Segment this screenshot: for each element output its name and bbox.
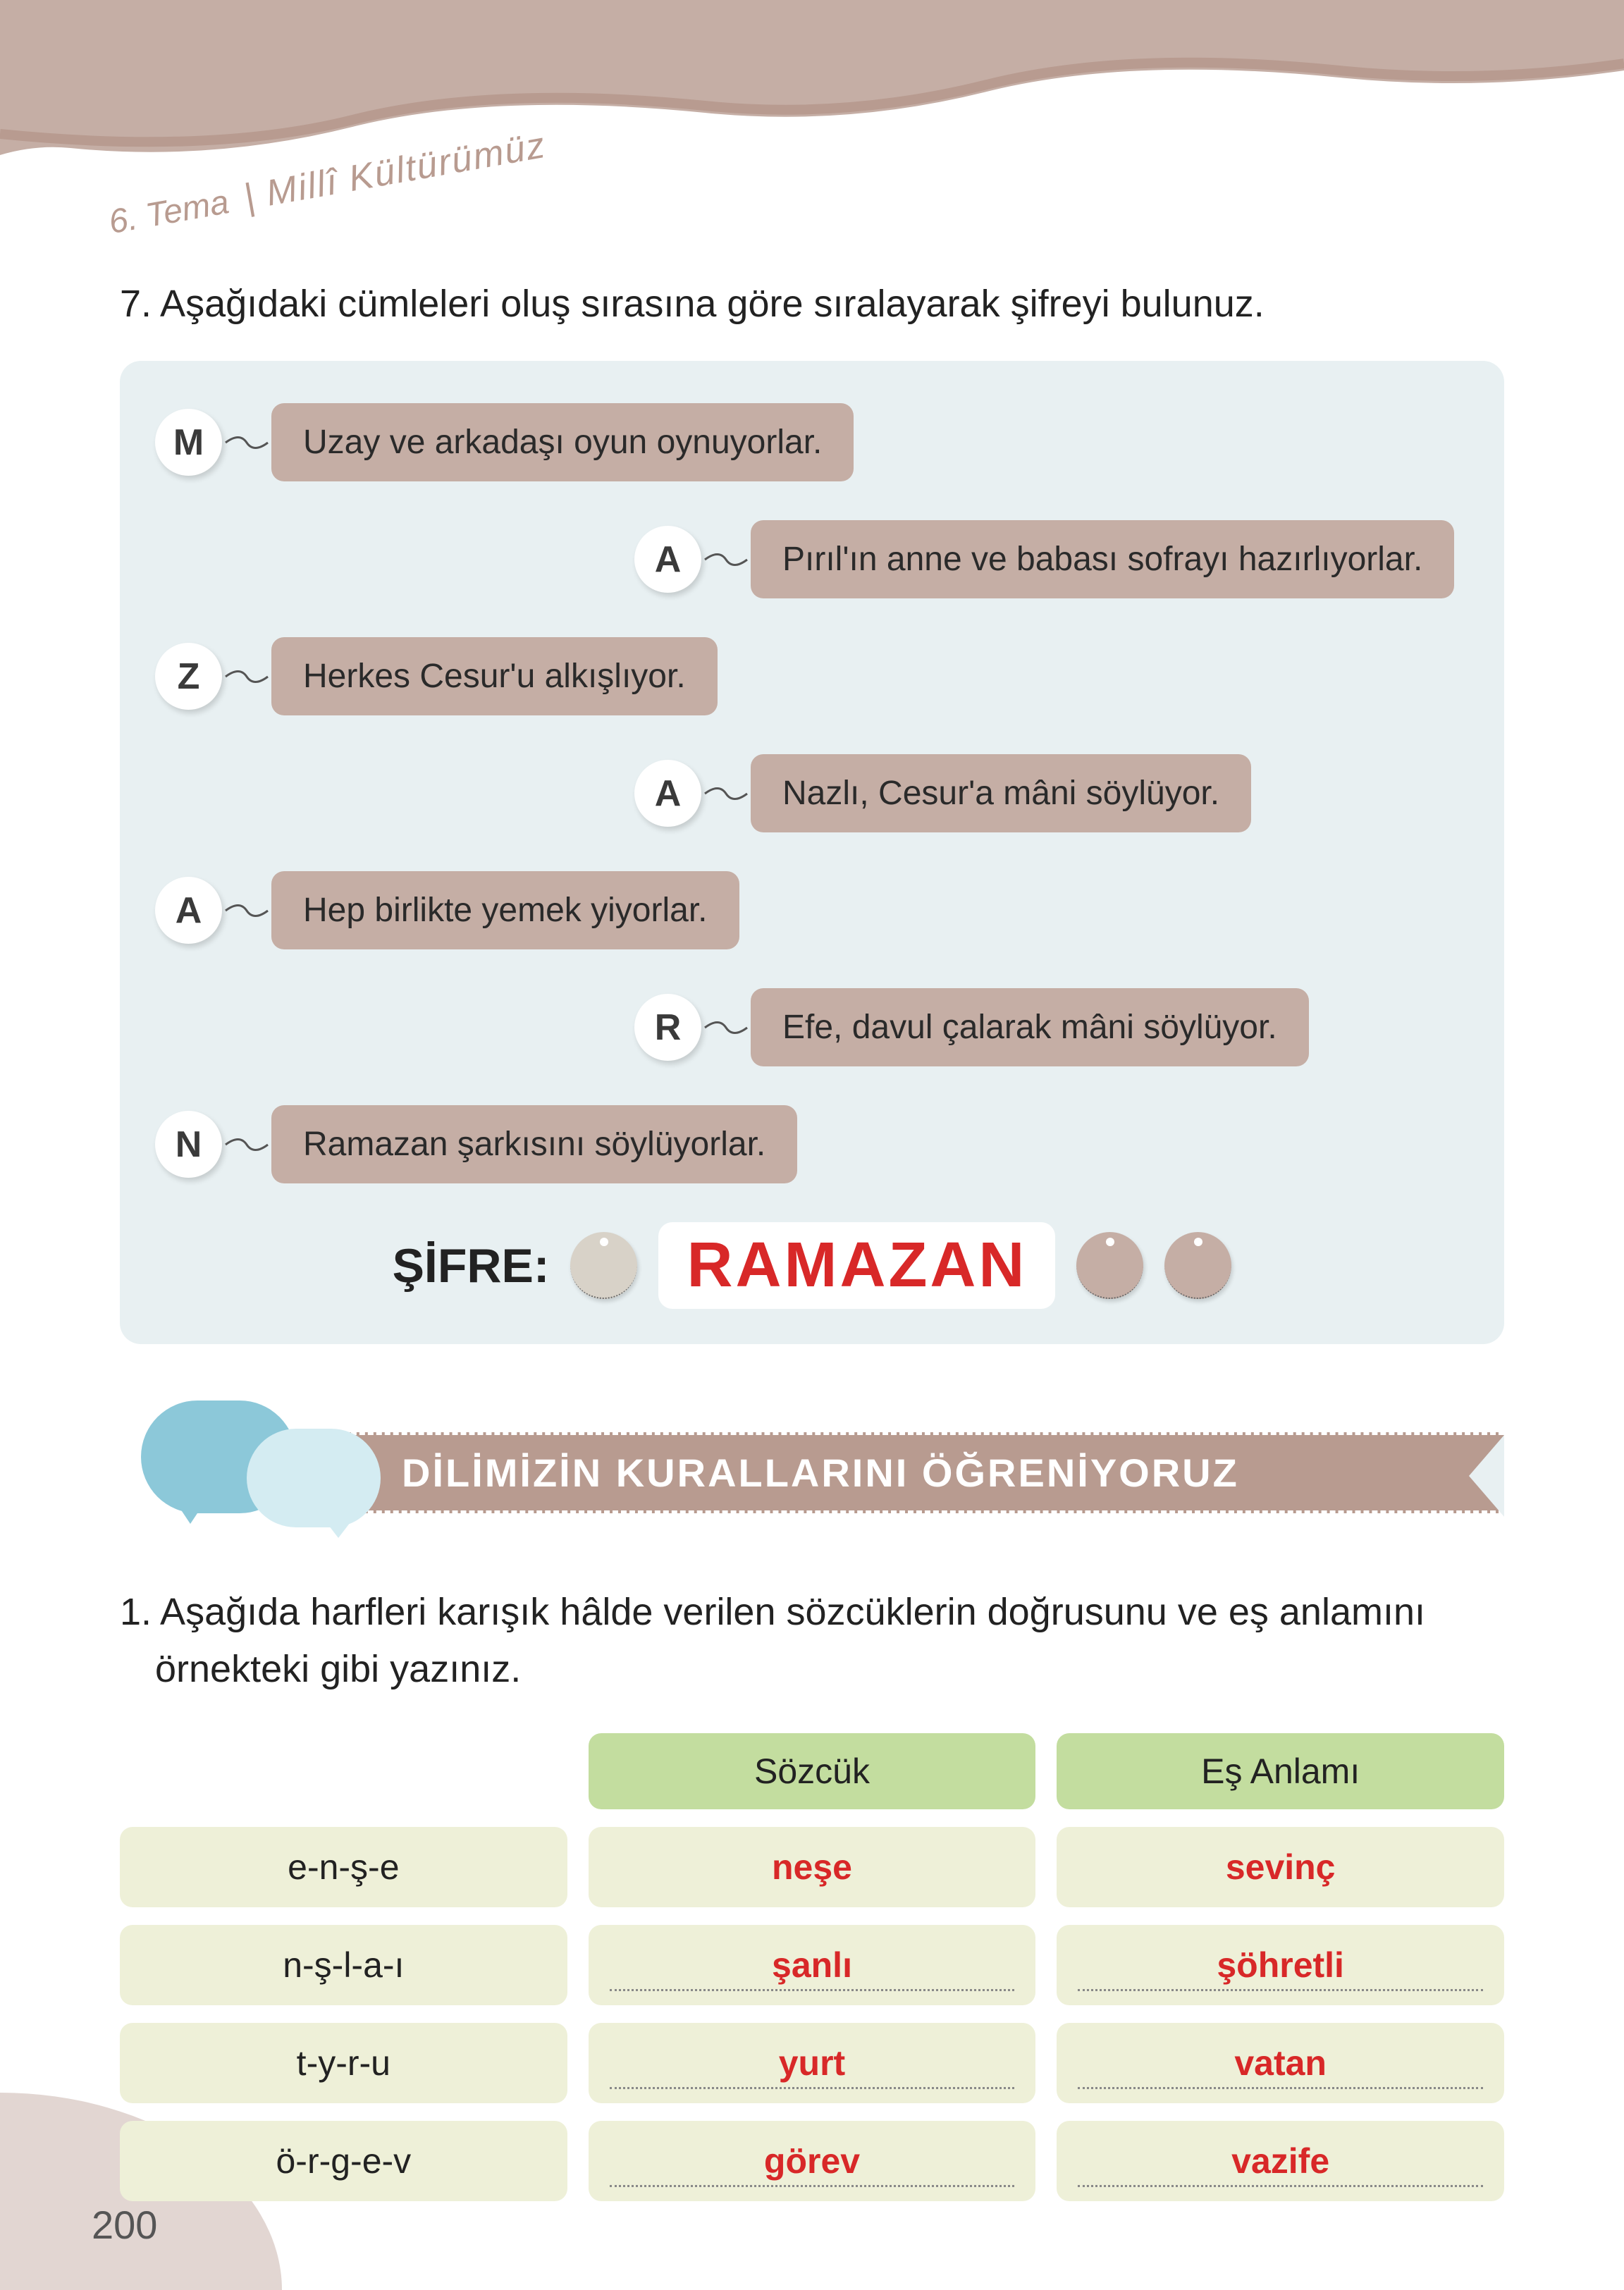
banner-text: DİLİMİZİN KURALLARINI ÖĞRENİYORUZ [402,1450,1239,1496]
cell-synonym: vazife [1057,2121,1504,2201]
sifre-row: ŞİFRE: RAMAZAN [155,1222,1469,1309]
sentence-row: Z Herkes Cesur'u alkışlıyor. [155,637,1469,715]
tag-connector-icon [222,429,271,457]
header-empty [120,1733,567,1809]
sentence-text: Hep birlikte yemek yiyorlar. [271,871,739,949]
sifre-label: ŞİFRE: [393,1238,550,1293]
sentence-text: Efe, davul çalarak mâni söylüyor. [751,988,1309,1066]
cell-word: görev [589,2121,1036,2201]
cell-scrambled: t-y-r-u [120,2023,567,2103]
header-synonym: Eş Anlamı [1057,1733,1504,1809]
sentence-row: N Ramazan şarkısını söylüyorlar. [155,1105,1469,1183]
sentence-row: M Uzay ve arkadaşı oyun oynuyorlar. [155,403,1469,481]
sifre-blank-tag [1164,1232,1231,1299]
tag-connector-icon [701,546,751,574]
cell-word: şanlı [589,1925,1036,2005]
letter-tag: A [634,760,701,827]
q1-title: 1. Aşağıda harfleri karışık hâlde verile… [120,1584,1504,1698]
cell-scrambled: ö-r-g-e-v [120,2121,567,2201]
q7-title: 7. Aşağıdaki cümleleri oluş sırasına gör… [120,282,1504,326]
letter-tag: M [155,409,222,476]
header-word: Sözcük [589,1733,1036,1809]
cell-scrambled: n-ş-l-a-ı [120,1925,567,2005]
table-row: e-n-ş-e neşe sevinç [120,1827,1504,1907]
letter-tag: N [155,1111,222,1178]
sentence-text: Ramazan şarkısını söylüyorlar. [271,1105,797,1183]
sifre-blank-tag [1076,1232,1143,1299]
sentence-row: A Hep birlikte yemek yiyorlar. [155,871,1469,949]
banner-section: DİLİMİZİN KURALLARINI ÖĞRENİYORUZ [120,1393,1504,1534]
word-table: Sözcük Eş Anlamı e-n-ş-e neşe sevinç n-ş… [120,1733,1504,2201]
letter-tag: R [634,994,701,1061]
letter-tag: A [155,877,222,944]
theme-number: 6. Tema [106,183,231,241]
sifre-blank-tag [570,1232,637,1299]
tag-connector-icon [222,663,271,691]
sentence-text: Pırıl'ın anne ve babası sofrayı hazırlıy… [751,520,1454,598]
table-header: Sözcük Eş Anlamı [120,1733,1504,1809]
sentence-row: A Nazlı, Cesur'a mâni söylüyor. [634,754,1469,832]
main-content: 7. Aşağıdaki cümleleri oluş sırasına gör… [120,282,1504,2219]
cell-synonym: sevinç [1057,1827,1504,1907]
header-stroke [0,14,1624,155]
q7-box: M Uzay ve arkadaşı oyun oynuyorlar. A Pı… [120,361,1504,1344]
cell-word: neşe [589,1827,1036,1907]
sifre-answer: RAMAZAN [687,1229,1027,1302]
sentence-text: Uzay ve arkadaşı oyun oynuyorlar. [271,403,854,481]
table-row: n-ş-l-a-ı şanlı şöhretli [120,1925,1504,2005]
sentence-text: Herkes Cesur'u alkışlıyor. [271,637,718,715]
table-row: t-y-r-u yurt vatan [120,2023,1504,2103]
tag-connector-icon [701,1014,751,1042]
letter-tag: A [634,526,701,593]
tag-connector-icon [222,1131,271,1159]
sentence-row: A Pırıl'ın anne ve babası sofrayı hazırl… [634,520,1469,598]
cell-word: yurt [589,2023,1036,2103]
sentence-text: Nazlı, Cesur'a mâni söylüyor. [751,754,1251,832]
sentence-row: R Efe, davul çalarak mâni söylüyor. [634,988,1469,1066]
banner-ribbon: DİLİMİZİN KURALLARINI ÖĞRENİYORUZ [317,1432,1504,1513]
cell-synonym: şöhretli [1057,1925,1504,2005]
tag-connector-icon [701,780,751,808]
tag-connector-icon [222,897,271,925]
page-number: 200 [92,2202,157,2248]
letter-tag: Z [155,643,222,710]
cell-scrambled: e-n-ş-e [120,1827,567,1907]
cell-synonym: vatan [1057,2023,1504,2103]
table-row: ö-r-g-e-v görev vazife [120,2121,1504,2201]
sifre-answer-box: RAMAZAN [658,1222,1055,1309]
